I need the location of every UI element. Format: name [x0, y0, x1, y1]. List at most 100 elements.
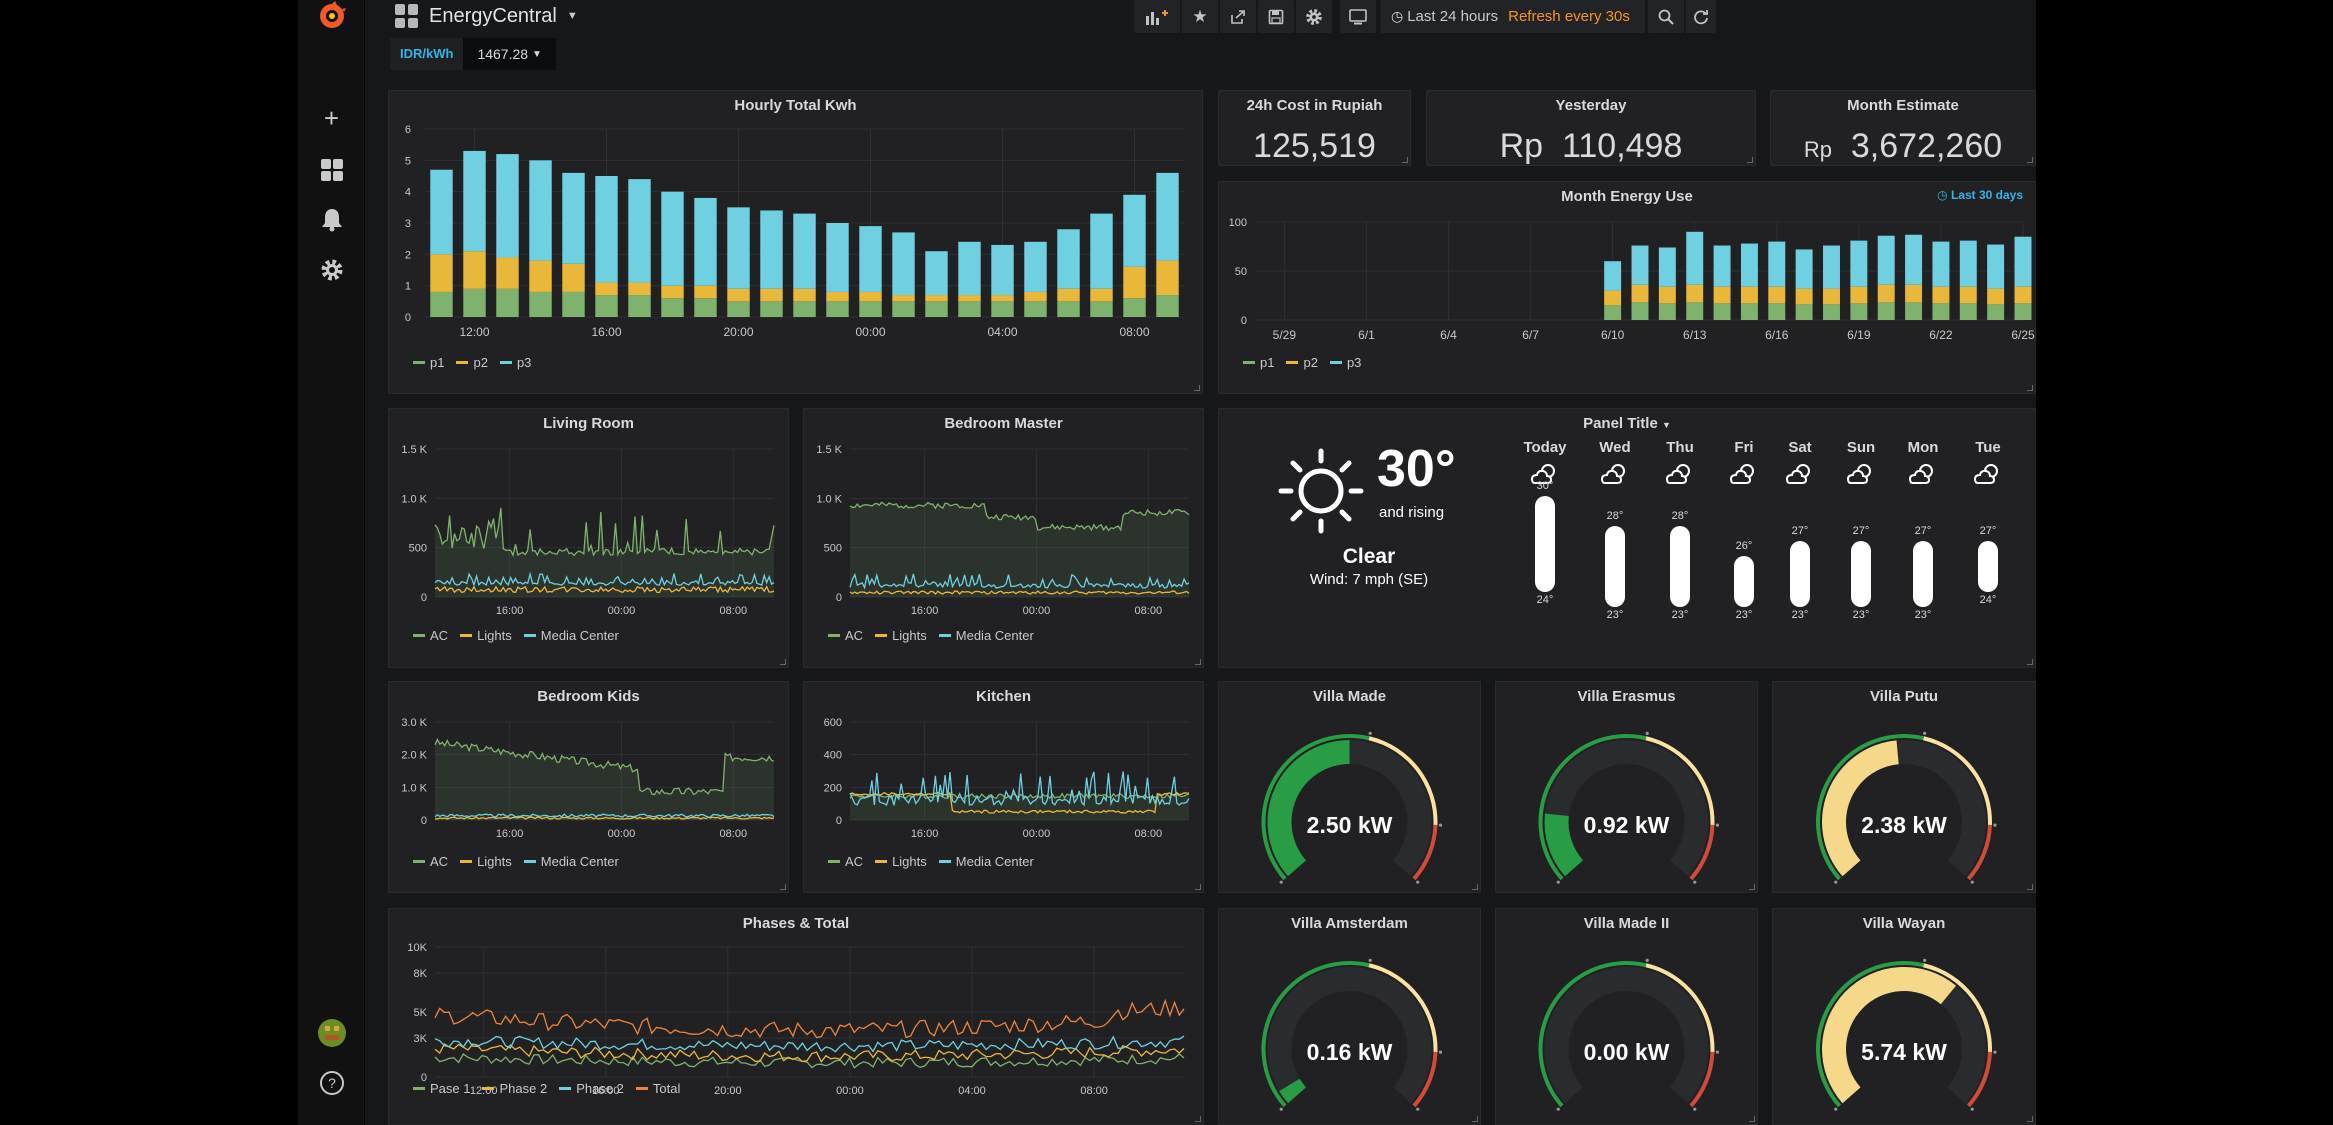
legend-item[interactable]: Lights: [460, 854, 512, 869]
bar-p2: [1024, 291, 1047, 302]
legend-item[interactable]: Phase 2: [559, 1081, 624, 1096]
x-tick-label: 6/4: [1440, 328, 1457, 342]
plus-icon[interactable]: +: [323, 102, 340, 133]
legend-item[interactable]: AC: [828, 628, 863, 643]
dashboards-icon[interactable]: [298, 153, 365, 187]
y-tick-label: 1.0 K: [401, 782, 427, 794]
partly-cloudy-icon: [1785, 464, 1810, 484]
legend-item[interactable]: Lights: [875, 628, 927, 643]
panel-title[interactable]: Villa Made II: [1583, 915, 1670, 932]
star-button[interactable]: ★: [1182, 0, 1218, 33]
bar-p2: [595, 282, 618, 296]
partly-cloudy-icon: [1600, 464, 1625, 484]
tv-mode-button[interactable]: [1340, 0, 1376, 33]
legend-item[interactable]: p2: [456, 355, 488, 370]
x-tick-label: 6/22: [1929, 328, 1953, 342]
time-picker[interactable]: ◷ Last 24 hours Refresh every 30s: [1381, 0, 1645, 33]
bell-icon[interactable]: [298, 203, 365, 237]
refresh-button[interactable]: [1686, 0, 1716, 33]
bar-p2: [1658, 286, 1676, 304]
gauge-fill: [1822, 966, 1957, 1104]
bar-p3: [1959, 240, 1977, 287]
x-tick-label: 6/10: [1601, 328, 1625, 342]
legend-item[interactable]: Media Center: [523, 854, 619, 869]
share-icon: [1231, 9, 1245, 24]
panel-title[interactable]: Yesterday: [1555, 97, 1627, 114]
panel-title[interactable]: Phases & Total: [742, 915, 850, 932]
panel-title[interactable]: Month Estimate: [1847, 97, 1959, 114]
legend-item[interactable]: p3: [1329, 355, 1361, 370]
legend-item[interactable]: AC: [413, 628, 448, 643]
legend-item[interactable]: p2: [1286, 355, 1318, 370]
forecast-range-bar: [1851, 541, 1871, 607]
forecast-range-bar: [1670, 526, 1690, 607]
grafana-logo-icon[interactable]: [298, 0, 365, 32]
partly-cloudy-icon: [1846, 464, 1871, 484]
bar-p2: [562, 263, 585, 292]
legend-item[interactable]: Phase 2: [482, 1081, 547, 1096]
y-tick-label: 0: [421, 1072, 427, 1084]
panel-title[interactable]: Hourly Total Kwh: [734, 97, 857, 114]
panel-title[interactable]: Villa Amsterdam: [1291, 915, 1408, 932]
panel-title[interactable]: Villa Putu: [1869, 688, 1939, 705]
series-line-media-center: [434, 813, 775, 818]
legend-item[interactable]: Media Center: [938, 854, 1034, 869]
save-button[interactable]: [1258, 0, 1294, 33]
legend-item[interactable]: p3: [499, 355, 531, 370]
temperature-trend: and rising: [1379, 504, 1445, 521]
gauge-track: [1267, 967, 1432, 1104]
legend-item[interactable]: Pase 1: [413, 1081, 470, 1096]
legend-item[interactable]: Lights: [460, 628, 512, 643]
variable-label: IDR/kWh: [390, 38, 464, 70]
add-panel-button[interactable]: [1134, 0, 1180, 33]
bar-p3: [661, 191, 684, 286]
bar-p1: [1959, 303, 1977, 320]
gauge-tick: [1556, 1107, 1560, 1111]
bar-p1: [529, 291, 552, 317]
panel-title[interactable]: Month Energy Use: [1561, 188, 1693, 205]
legend-item[interactable]: p1: [413, 355, 444, 370]
panel-title[interactable]: Panel Title ▼: [1583, 415, 1671, 432]
panel-title[interactable]: Bedroom Master: [944, 415, 1063, 432]
dashboard-picker[interactable]: EnergyCentral ▼: [395, 0, 578, 32]
forecast-low: 23°: [1914, 609, 1932, 621]
gauge-value: 2.38 kW: [1861, 812, 1947, 838]
panel-title[interactable]: 24h Cost in Rupiah: [1246, 97, 1383, 114]
legend-item[interactable]: Media Center: [523, 628, 619, 643]
bar-p2: [661, 285, 684, 299]
panel-title[interactable]: Kitchen: [975, 688, 1031, 705]
chart-legend: AC Lights Media Center: [828, 628, 1034, 643]
forecast-range-bar: [1978, 541, 1998, 592]
gauge-chart: [1816, 958, 1997, 1111]
panel-title[interactable]: Living Room: [543, 415, 634, 432]
current-temperature: 30°: [1377, 440, 1456, 498]
bar-p2: [1123, 266, 1146, 299]
help-icon[interactable]: ?: [298, 1065, 365, 1101]
share-button[interactable]: [1220, 0, 1256, 33]
gauge-tick: [1923, 731, 1927, 735]
panel-title[interactable]: Villa Wayan: [1862, 915, 1946, 932]
bar-p3: [727, 207, 750, 289]
legend-item[interactable]: p1: [1243, 355, 1274, 370]
panel-title[interactable]: Villa Made: [1312, 688, 1387, 705]
hourly-total-panel: Hourly Total Kwh 0 1 2 3 4 5 6 12:00 16:00 20:00 0…: [388, 90, 1203, 394]
legend-item[interactable]: Media Center: [938, 628, 1034, 643]
gauge-chart: [1538, 958, 1720, 1111]
settings-button[interactable]: [1296, 0, 1332, 33]
avatar[interactable]: [298, 1015, 365, 1051]
bar-p2: [1156, 260, 1179, 296]
x-tick-label: 08:00: [720, 605, 748, 617]
legend-item[interactable]: AC: [413, 854, 448, 869]
series-line-media-center: [849, 771, 1190, 807]
bar-p3: [793, 213, 816, 289]
panel-title[interactable]: Villa Erasmus: [1577, 688, 1676, 705]
zoom-out-button[interactable]: [1648, 0, 1684, 33]
legend-item[interactable]: AC: [828, 854, 863, 869]
legend-item[interactable]: Lights: [875, 854, 927, 869]
legend-item[interactable]: Total: [635, 1081, 680, 1096]
bar-p2: [1740, 286, 1758, 304]
panel-title[interactable]: Bedroom Kids: [537, 688, 640, 705]
gear-icon[interactable]: [298, 253, 365, 287]
variable-select[interactable]: 1467.28 ▼: [463, 38, 556, 70]
bar-p1: [694, 298, 717, 317]
